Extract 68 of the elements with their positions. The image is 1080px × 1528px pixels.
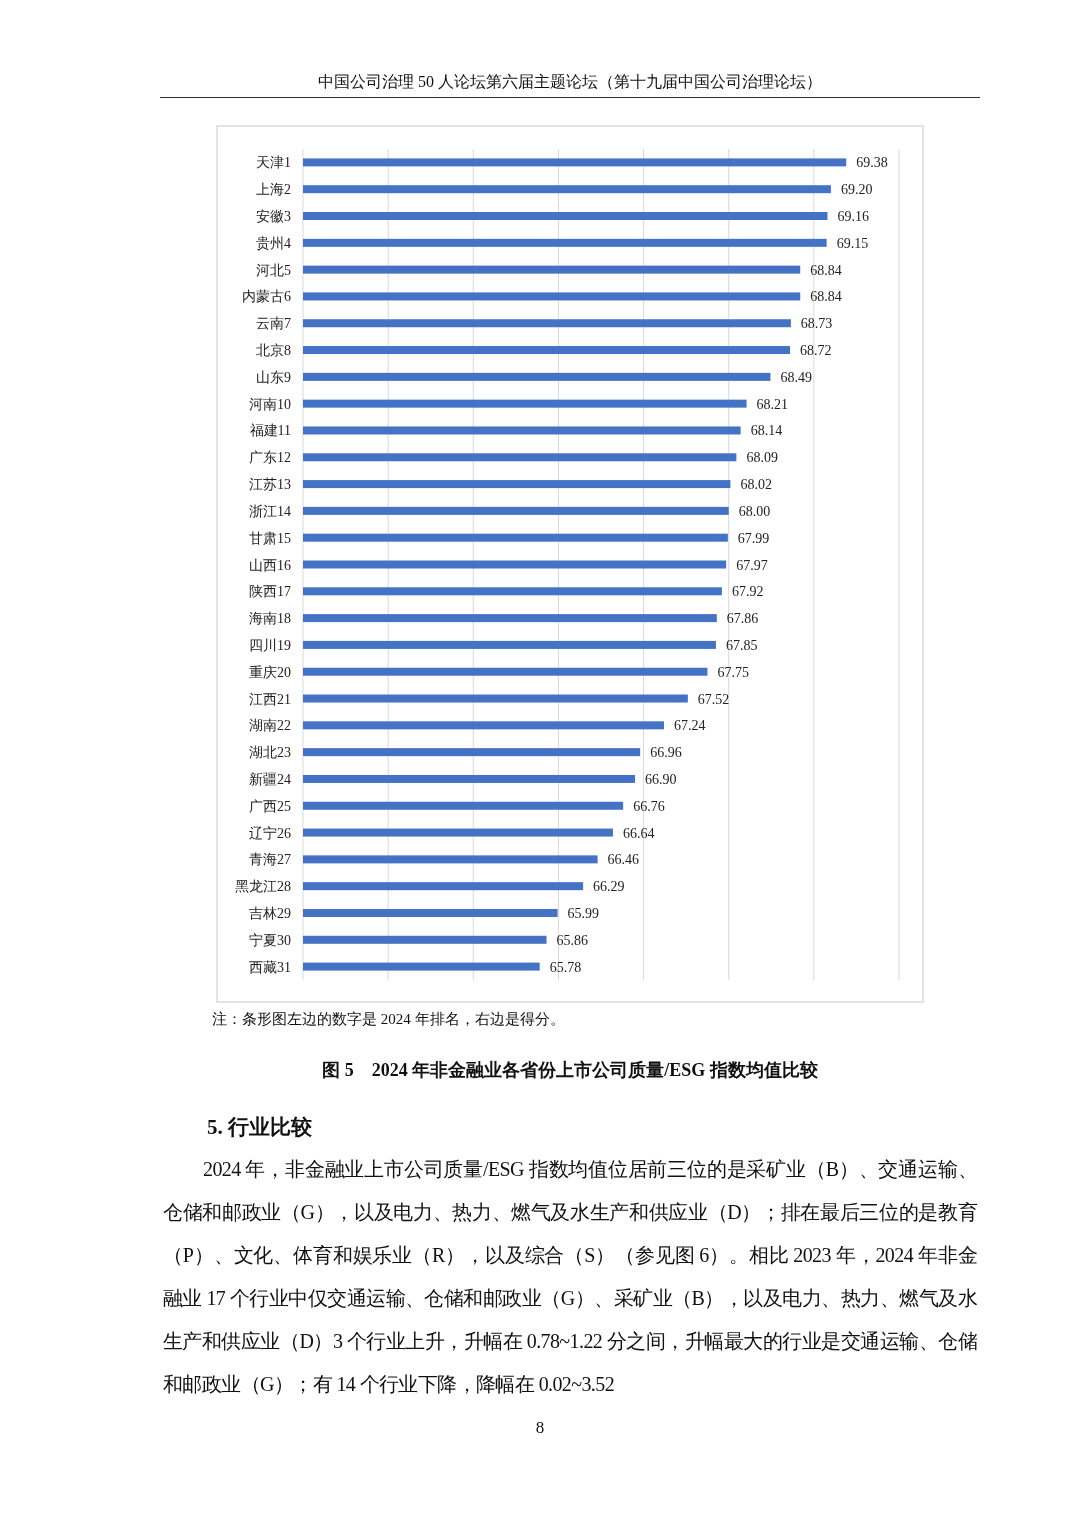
y-tick-label: 天津1 bbox=[256, 155, 291, 171]
y-tick-label: 广东12 bbox=[249, 450, 291, 466]
text: 8 bbox=[534, 1418, 546, 1438]
data-label: 69.20 bbox=[840, 182, 873, 198]
data-label: 68.00 bbox=[738, 503, 771, 519]
y-tick-label: 吉林29 bbox=[249, 905, 291, 921]
y-tick-label: 山西16 bbox=[249, 557, 291, 573]
y-tick-label: 浙江14 bbox=[249, 503, 291, 519]
data-label: 67.97 bbox=[736, 557, 768, 573]
y-tick-label: 江苏13 bbox=[249, 477, 291, 493]
data-label: 68.84 bbox=[810, 262, 842, 278]
y-tick-label: 四川19 bbox=[249, 637, 291, 653]
y-tick-label: 安徽3 bbox=[256, 209, 291, 225]
y-tick-label: 黑龙江28 bbox=[235, 879, 291, 895]
data-label: 67.75 bbox=[717, 664, 749, 680]
data-label: 68.02 bbox=[740, 477, 772, 493]
data-label: 67.99 bbox=[737, 530, 770, 546]
data-label: 67.52 bbox=[697, 691, 730, 707]
data-label: 69.16 bbox=[837, 209, 869, 225]
data-label: 67.92 bbox=[731, 584, 764, 600]
data-label: 66.96 bbox=[650, 745, 682, 761]
y-tick-label: 山东9 bbox=[256, 369, 291, 385]
data-label: 66.64 bbox=[622, 825, 655, 841]
text: 5. 行业比较 bbox=[207, 1114, 312, 1141]
data-label: 68.72 bbox=[800, 343, 832, 359]
y-tick-label: 北京8 bbox=[256, 343, 291, 359]
data-label: 66.76 bbox=[633, 798, 665, 814]
y-tick-label: 贵州4 bbox=[256, 235, 291, 251]
y-tick-label: 辽宁26 bbox=[249, 825, 291, 841]
y-tick-label: 河北5 bbox=[256, 262, 291, 278]
y-tick-label: 青海27 bbox=[249, 852, 291, 868]
data-label: 65.86 bbox=[556, 932, 589, 948]
data-label: 66.29 bbox=[593, 879, 625, 895]
y-tick-label: 河南10 bbox=[249, 396, 291, 412]
y-tick-label: 湖南22 bbox=[249, 718, 291, 734]
y-tick-label: 新疆24 bbox=[249, 771, 291, 787]
text: 中国公司治理 50 人论坛第六届主题论坛（第十九届中国公司治理论坛） bbox=[160, 72, 980, 98]
y-tick-label: 广西25 bbox=[249, 798, 291, 814]
y-tick-label: 湖北23 bbox=[249, 745, 291, 761]
data-label: 68.84 bbox=[810, 289, 842, 305]
data-label: 67.24 bbox=[674, 718, 706, 734]
y-tick-label: 福建11 bbox=[249, 423, 291, 439]
y-tick-label: 西藏31 bbox=[249, 959, 291, 975]
data-label: 66.46 bbox=[607, 852, 640, 868]
data-label: 65.99 bbox=[567, 905, 600, 921]
data-label: 69.15 bbox=[836, 235, 869, 251]
y-tick-label: 宁夏30 bbox=[249, 932, 291, 948]
y-tick-label: 江西21 bbox=[249, 691, 291, 707]
y-tick-label: 上海2 bbox=[256, 182, 291, 198]
y-tick-label: 甘肃15 bbox=[249, 530, 291, 546]
y-tick-label: 重庆20 bbox=[249, 664, 291, 680]
data-label: 65.78 bbox=[549, 959, 582, 975]
y-tick-label: 内蒙古6 bbox=[242, 289, 291, 305]
data-label: 68.09 bbox=[746, 450, 778, 466]
data-label: 68.21 bbox=[756, 396, 789, 412]
text: 2024 年，非金融业上市公司质量/ESG 指数均值位居前三位的是采矿业（B）、交通运输、仓储和邮政业（G），以及电力、热力、燃气及水生产和供应业（D）；排在最后三位的是教育（P）、文化、体育和娱乐业（R），以及综合（S）（参见图 6）。相比 2023 年，2024 年非金融业 17 个行业中仅交通运输、仓储和邮政业（G）、采矿业（B），以及电力、热力、燃气及水生产和供应业（D）3 个行业上升，升幅在 0.78~1.22 分之间，升幅最大的行业是交通运输、仓储和邮政业（G）；有 14 个行业下降，降幅在 0.02~3.52 bbox=[163, 1157, 977, 1397]
data-label: 67.85 bbox=[725, 637, 758, 653]
y-tick-label: 陕西17 bbox=[249, 584, 291, 600]
text: 注：条形图左边的数字是 2024 年排名，右边是得分。 bbox=[212, 1010, 565, 1029]
data-label: 67.86 bbox=[726, 611, 759, 627]
text: 图 5 2024 年非金融业各省份上市公司质量/ESG 指数均值比较 bbox=[321, 1059, 819, 1082]
y-tick-label: 云南7 bbox=[256, 316, 291, 332]
data-label: 69.38 bbox=[856, 155, 888, 171]
data-label: 68.73 bbox=[800, 316, 833, 332]
data-label: 66.90 bbox=[645, 771, 677, 787]
data-label: 68.14 bbox=[750, 423, 783, 439]
data-label: 68.49 bbox=[780, 369, 812, 385]
y-tick-label: 海南18 bbox=[249, 611, 291, 627]
